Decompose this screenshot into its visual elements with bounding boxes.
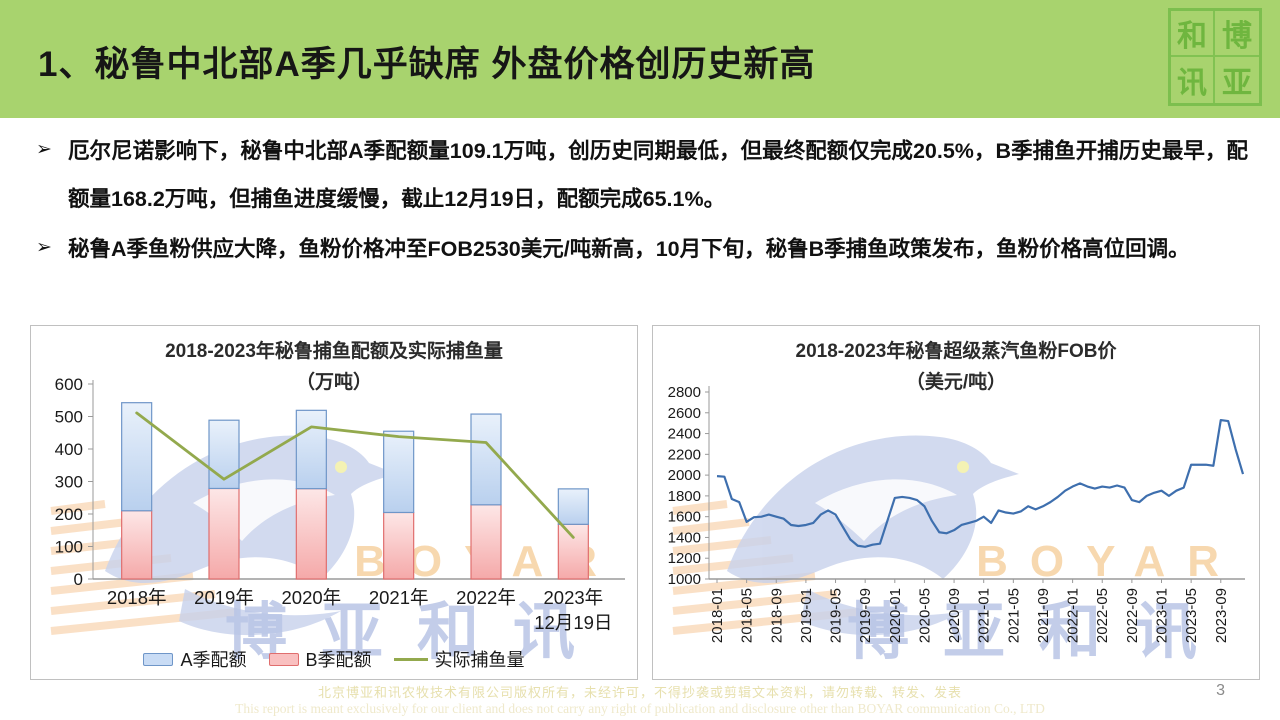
seal-char: 亚 (1222, 67, 1252, 100)
bullet-text: 秘鲁A季鱼粉供应大降，鱼粉价格冲至FOB2530美元/吨新高，10月下旬，秘鲁B… (68, 237, 1190, 261)
chart-unit-label: （美元/吨） (905, 372, 1007, 393)
svg-text:2022-09: 2022-09 (1124, 588, 1141, 643)
seal-char: 讯 (1171, 57, 1215, 103)
svg-text:200: 200 (55, 505, 83, 524)
svg-text:1000: 1000 (668, 571, 701, 588)
legend-label: 实际捕鱼量 (434, 650, 525, 670)
svg-text:2018年: 2018年 (107, 587, 167, 608)
svg-text:2021-05: 2021-05 (1005, 588, 1022, 643)
legend-label: A季配额 (180, 650, 247, 670)
svg-text:2019年: 2019年 (194, 587, 254, 608)
seal-char: 和 (1171, 11, 1215, 57)
bullet-arrow-icon: ➢ (36, 139, 52, 160)
svg-text:2020-01: 2020-01 (887, 588, 904, 643)
slide-header: 1、秘鲁中北部A季几乎缺席 外盘价格创历史新高 和 博 讯 亚 (0, 0, 1280, 118)
chart-legend: A季配额 B季配额 实际捕鱼量 (31, 646, 637, 672)
page-title: 1、秘鲁中北部A季几乎缺席 外盘价格创历史新高 (38, 45, 816, 84)
legend-item: B季配额 (268, 646, 372, 672)
svg-text:0: 0 (74, 570, 83, 589)
svg-text:300: 300 (55, 473, 83, 492)
svg-text:1200: 1200 (668, 550, 701, 567)
copyright-line-cn: 北京博亚和讯农牧技术有限公司版权所有，未经许可，不得抄袭或剪辑文本资料，请勿转载… (317, 685, 962, 700)
svg-text:2023-01: 2023-01 (1154, 588, 1171, 643)
quota-chart-panel: 2018-2023年秘鲁捕鱼配额及实际捕鱼量 （万吨） (30, 325, 638, 680)
svg-text:2023-09: 2023-09 (1213, 588, 1230, 643)
fob-price-chart-panel: 2018-2023年秘鲁超级蒸汽鱼粉FOB价 （美元/吨） (652, 325, 1260, 680)
legend-swatch-actual-catch (393, 657, 428, 661)
svg-text:400: 400 (55, 440, 83, 459)
copyright-line-en: This report is meant exclusively for our… (235, 701, 1045, 716)
copyright-footer: 北京博亚和讯农牧技术有限公司版权所有，未经许可，不得抄袭或剪辑文本资料，请勿转载… (0, 682, 1280, 717)
legend-swatch-a-quota (143, 652, 174, 666)
boyar-seal-logo: 和 博 讯 亚 (1168, 8, 1262, 106)
svg-text:2019-01: 2019-01 (798, 588, 815, 643)
svg-text:2023年: 2023年 (544, 587, 604, 608)
svg-text:2600: 2600 (668, 405, 701, 422)
svg-text:100: 100 (55, 538, 83, 557)
svg-text:2400: 2400 (668, 426, 701, 443)
svg-text:2018-01: 2018-01 (709, 588, 726, 643)
svg-text:2021年: 2021年 (369, 587, 429, 608)
svg-text:2800: 2800 (668, 384, 701, 401)
svg-text:2200: 2200 (668, 446, 701, 463)
svg-text:2020-09: 2020-09 (946, 588, 963, 643)
svg-text:2021-01: 2021-01 (976, 588, 993, 643)
seal-char: 博 (1215, 11, 1259, 57)
bullet-item: ➢ 秘鲁A季鱼粉供应大降，鱼粉价格冲至FOB2530美元/吨新高，10月下旬，秘… (36, 225, 1248, 273)
svg-text:1600: 1600 (668, 509, 701, 526)
svg-text:600: 600 (55, 376, 83, 394)
svg-text:2022-05: 2022-05 (1094, 588, 1111, 643)
chart-title: 2018-2023年秘鲁捕鱼配额及实际捕鱼量 (165, 341, 503, 362)
svg-text:2022-01: 2022-01 (1065, 588, 1082, 643)
svg-text:2018-05: 2018-05 (739, 588, 756, 643)
svg-text:2023-05: 2023-05 (1183, 588, 1200, 643)
bullet-item: ➢ 厄尔尼诺影响下，秘鲁中北部A季配额量109.1万吨，创历史同期最低，但最终配… (36, 127, 1248, 223)
svg-text:2019-05: 2019-05 (828, 588, 845, 643)
svg-text:1800: 1800 (668, 488, 701, 505)
page-number: 3 (1216, 682, 1225, 699)
svg-text:2020-05: 2020-05 (916, 588, 933, 643)
chart-title: 2018-2023年秘鲁超级蒸汽鱼粉FOB价 (795, 341, 1117, 362)
fob-price-chart: 1000 1200 1400 1600 1800 2000 2200 2400 2600 2800… (668, 384, 1245, 643)
legend-item: A季配额 (143, 646, 247, 672)
legend-item: 实际捕鱼量 (393, 646, 525, 672)
svg-text:500: 500 (55, 408, 83, 427)
svg-text:12月19日: 12月19日 (534, 612, 612, 633)
legend-swatch-b-quota (268, 652, 299, 666)
svg-text:2019-09: 2019-09 (857, 588, 874, 643)
bullet-list: ➢ 厄尔尼诺影响下，秘鲁中北部A季配额量109.1万吨，创历史同期最低，但最终配… (36, 127, 1248, 275)
svg-text:2018-09: 2018-09 (768, 588, 785, 643)
bullet-arrow-icon: ➢ (36, 237, 52, 258)
svg-text:2020年: 2020年 (282, 587, 342, 608)
svg-text:1400: 1400 (668, 529, 701, 546)
svg-text:2000: 2000 (668, 467, 701, 484)
quota-chart: 0 100 200 300 400 500 600 2018年 2019年 2020年 2021年 2… (55, 376, 625, 633)
svg-text:2021-09: 2021-09 (1035, 588, 1052, 643)
legend-label: B季配额 (305, 650, 372, 670)
chart-unit-label: （万吨） (295, 372, 372, 393)
bullet-text: 厄尔尼诺影响下，秘鲁中北部A季配额量109.1万吨，创历史同期最低，但最终配额仅… (68, 139, 1248, 211)
svg-text:2022年: 2022年 (456, 587, 516, 608)
